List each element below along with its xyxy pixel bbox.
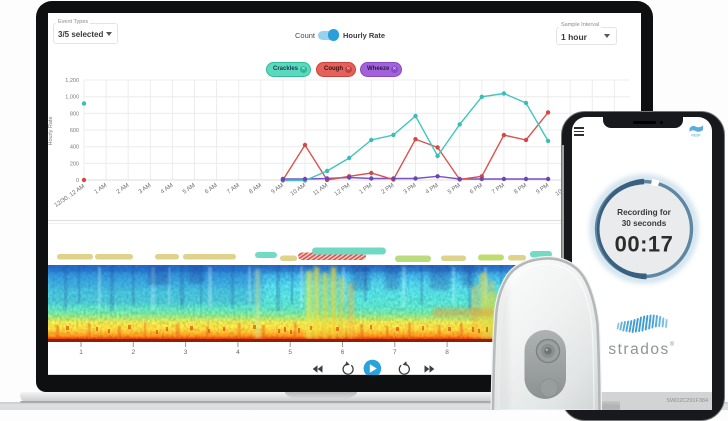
svg-text:5 AM: 5 AM [182, 183, 197, 196]
svg-text:RESP: RESP [691, 134, 701, 138]
svg-text:2 AM: 2 AM [116, 183, 131, 196]
svg-text:800: 800 [70, 111, 79, 117]
svg-text:Hourly Rate: Hourly Rate [48, 116, 54, 145]
svg-text:8 AM: 8 AM [248, 183, 263, 196]
svg-text:0: 0 [76, 178, 79, 184]
svg-text:Recording for: Recording for [617, 208, 671, 217]
svg-text:12/30, 12 AM: 12/30, 12 AM [54, 184, 86, 209]
svg-text:1,200: 1,200 [65, 78, 79, 84]
svg-text:3 AM: 3 AM [138, 183, 153, 196]
svg-text:4: 4 [236, 349, 240, 356]
svg-text:7 PM: 7 PM [491, 183, 506, 196]
svg-text:1: 1 [79, 349, 83, 356]
svg-text:3: 3 [184, 349, 188, 356]
svg-text:9 AM: 9 AM [270, 183, 285, 196]
svg-text:5: 5 [288, 349, 292, 356]
svg-text:200: 200 [70, 161, 79, 167]
svg-text:3 PM: 3 PM [403, 183, 418, 196]
svg-text:9 PM: 9 PM [535, 183, 550, 196]
svg-text:8: 8 [445, 349, 449, 356]
svg-text:11 AM: 11 AM [312, 183, 329, 197]
svg-text:5 PM: 5 PM [447, 183, 462, 196]
svg-text:2: 2 [131, 349, 135, 356]
svg-text:12 PM: 12 PM [334, 183, 352, 198]
svg-text:400: 400 [70, 145, 79, 151]
svg-text:10 AM: 10 AM [290, 183, 307, 198]
svg-text:1,000: 1,000 [65, 95, 79, 101]
svg-text:6: 6 [341, 349, 345, 356]
svg-text:7: 7 [393, 349, 397, 356]
svg-text:1 AM: 1 AM [94, 183, 109, 196]
svg-text:4 PM: 4 PM [425, 183, 440, 196]
svg-text:1 PM: 1 PM [359, 183, 374, 196]
svg-text:00:17: 00:17 [615, 232, 674, 257]
svg-text:600: 600 [70, 128, 79, 134]
svg-text:4 AM: 4 AM [160, 183, 175, 196]
svg-text:2 PM: 2 PM [381, 183, 396, 196]
svg-text:8 PM: 8 PM [513, 183, 528, 196]
svg-text:30 seconds: 30 seconds [622, 219, 667, 228]
svg-text:6 PM: 6 PM [469, 183, 484, 196]
svg-text:6 AM: 6 AM [204, 183, 219, 196]
svg-text:7 AM: 7 AM [226, 183, 241, 196]
